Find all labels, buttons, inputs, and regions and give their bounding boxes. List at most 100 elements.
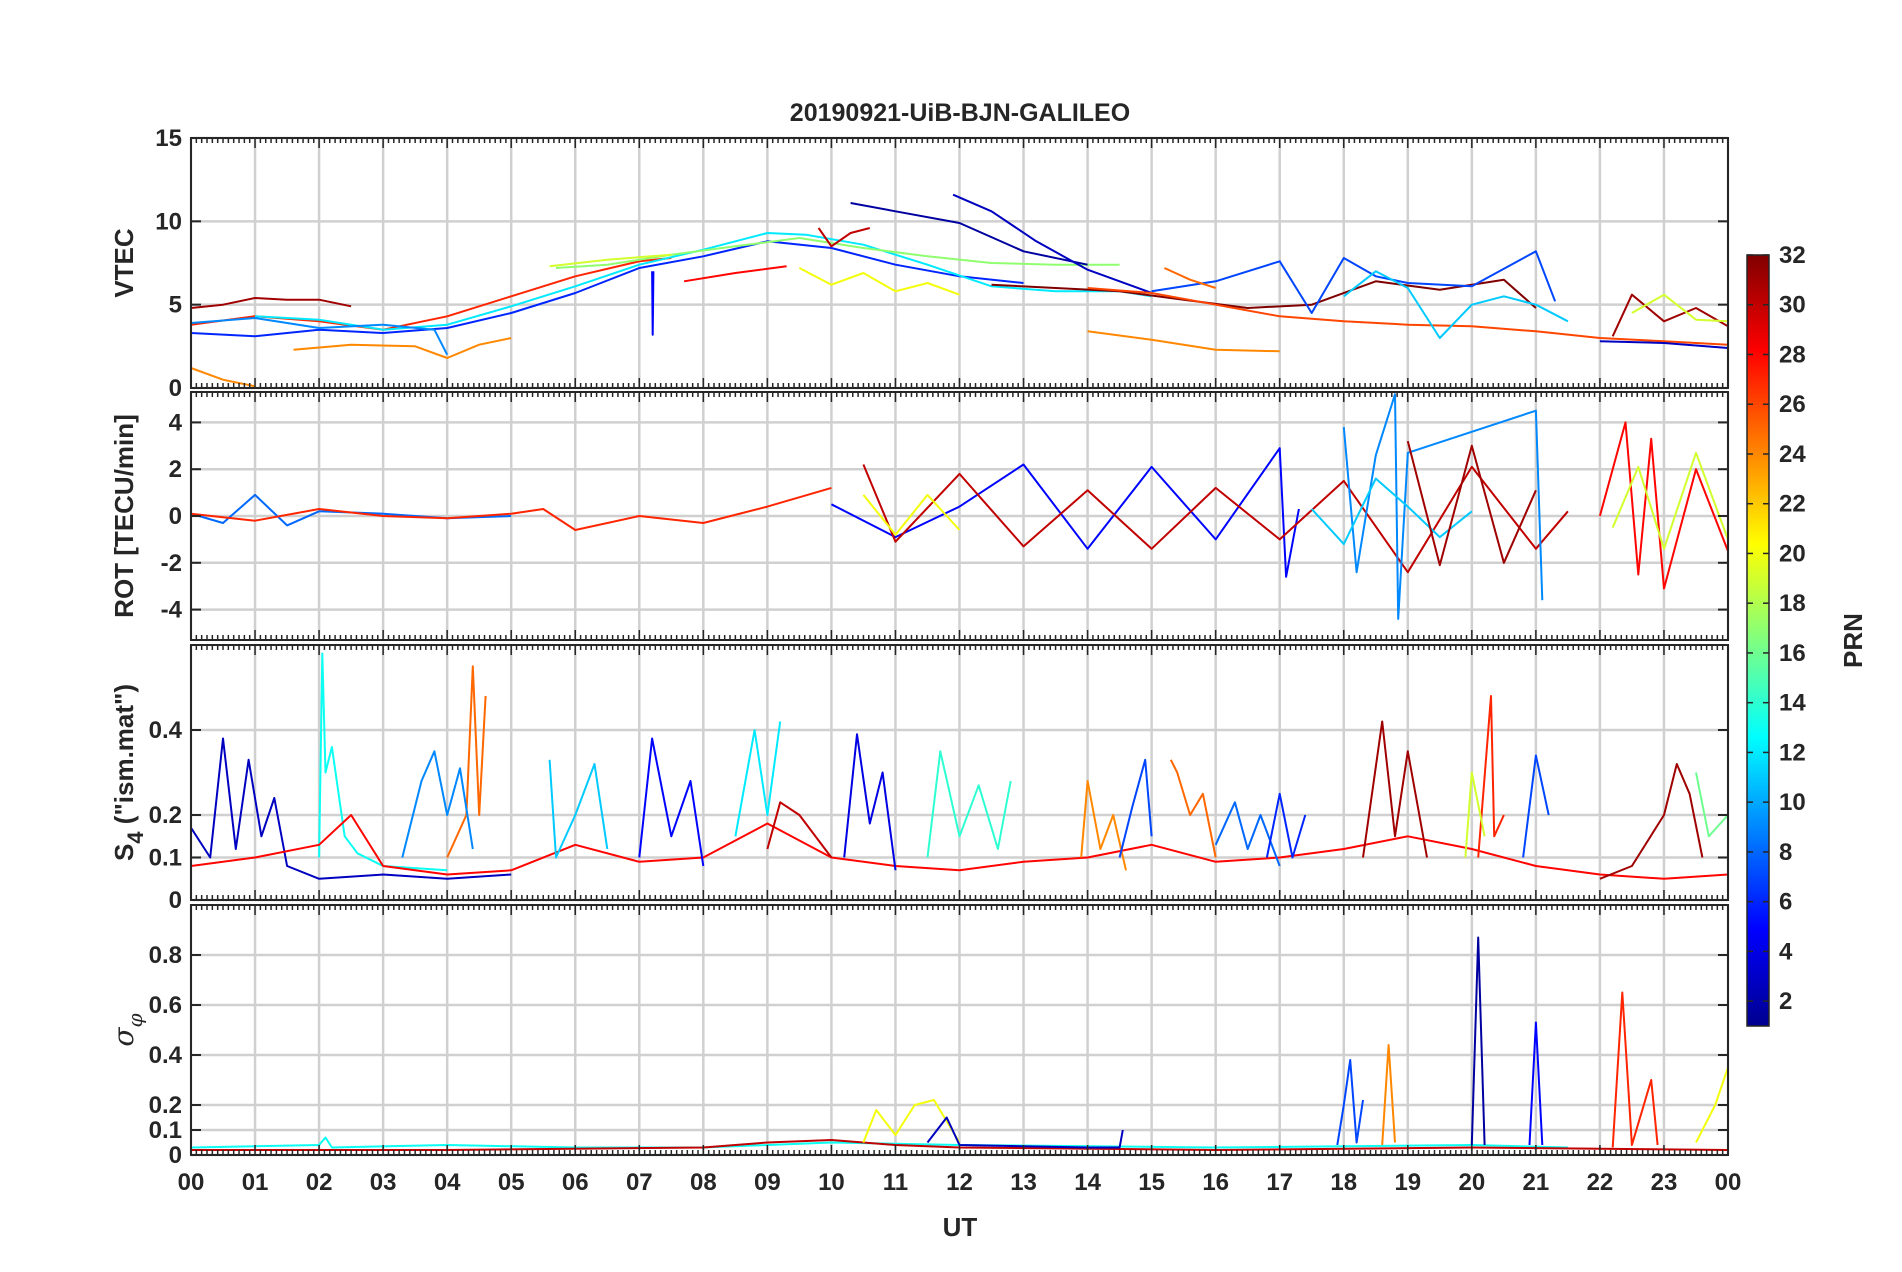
colorbar-tick-label: 26	[1779, 391, 1806, 418]
series-line-prn-31	[1362, 720, 1428, 858]
panel-3: 00.10.20.4S4 ("ism.mat")	[109, 644, 1730, 914]
y-axis-label-main: S	[109, 844, 139, 861]
series-line-prn-3	[1599, 340, 1728, 349]
x-tick-label: 06	[562, 1169, 589, 1196]
x-tick-label: 07	[626, 1169, 653, 1196]
colorbar-tick-label: 30	[1779, 292, 1806, 319]
x-tick-label: 12	[946, 1169, 973, 1196]
chart-title: 20190921-UiB-BJN-GALILEO	[790, 99, 1130, 127]
y-tick-label: 0.2	[149, 802, 182, 829]
x-tick-label: 16	[1202, 1169, 1229, 1196]
x-tick-label: 23	[1651, 1169, 1678, 1196]
series-line-prn-24	[1087, 330, 1280, 353]
series-line-prn-24	[1080, 780, 1127, 871]
y-axis-label: σφ	[107, 1013, 147, 1046]
series-line-prn-6	[1265, 792, 1307, 859]
series-line-prn-12	[734, 721, 782, 837]
series-line-prn-31	[191, 297, 352, 309]
series-line-prn-19	[1631, 293, 1728, 323]
series-line-prn-16	[1695, 772, 1728, 838]
colorbar-tick-label: 2	[1779, 988, 1792, 1015]
series-line-prn-32	[991, 278, 1537, 309]
x-tick-label: 04	[434, 1169, 461, 1196]
y-tick-label: 10	[155, 208, 182, 235]
series-line-prn-28	[1598, 421, 1728, 590]
x-tick-label: 00	[1715, 1169, 1742, 1196]
panel-1: 0 5 10 15 VTEC	[109, 125, 1730, 402]
x-tick-label: 00	[178, 1169, 205, 1196]
colorbar-tick-label: 14	[1779, 690, 1806, 717]
series-line-prn-8	[1214, 801, 1281, 867]
y-axis-label: ROT [TECU/min]	[109, 414, 139, 618]
colorbar-tick-label: 18	[1779, 590, 1806, 617]
series-line-prn-3	[191, 737, 512, 880]
colorbar-tick-label: 10	[1779, 789, 1806, 816]
series-line-prn-5	[638, 737, 705, 867]
y-axis-label-main: σ	[107, 1027, 140, 1047]
series-line-prn-24	[293, 337, 512, 359]
panel-2: -4 -2 0 2 4 ROT [TECU/min]	[109, 391, 1730, 641]
y-tick-label: 0.1	[149, 1117, 182, 1144]
y-axis-label: S4 ("ism.mat")	[109, 684, 148, 861]
series-line-prn-20	[1695, 1067, 1728, 1143]
series-line-prn-3	[926, 1116, 1124, 1149]
series-line-prn-20	[862, 1099, 961, 1144]
series-line-prn-27	[191, 486, 832, 531]
y-tick-label: 0	[169, 503, 182, 530]
x-tick-label: 11	[883, 1169, 908, 1196]
x-tick-label: 14	[1074, 1169, 1101, 1196]
y-tick-label: 0	[169, 887, 182, 914]
colorbar-label: PRN	[1838, 613, 1868, 668]
x-tick-label: 17	[1266, 1169, 1293, 1196]
series-line-prn-13	[318, 652, 448, 872]
x-tick-label: 05	[498, 1169, 525, 1196]
series-line-prn-28	[683, 265, 787, 283]
x-tick-label: 21	[1523, 1169, 1550, 1196]
y-tick-label: 5	[169, 292, 182, 319]
series-line-prn-5	[830, 447, 1300, 578]
colorbar-tick-label: 32	[1779, 242, 1806, 269]
series-line-prn-8	[191, 493, 512, 527]
x-tick-label: 10	[818, 1169, 845, 1196]
series-line-prn-20	[798, 267, 960, 296]
y-tick-label: 0.1	[149, 845, 182, 872]
series-line-prn-9	[191, 317, 449, 356]
series-line-prn-11	[548, 759, 609, 859]
series-line-prn-14	[926, 750, 1012, 858]
x-tick-label: 01	[242, 1169, 269, 1196]
y-tick-label: 0	[169, 375, 182, 402]
series-line-prn-24	[1381, 1044, 1396, 1146]
y-tick-label: -4	[161, 597, 183, 624]
series-group	[191, 652, 1728, 880]
series-line-prn-7	[1151, 250, 1557, 314]
colorbar-tick-label: 4	[1779, 938, 1793, 965]
series-line-prn-9	[401, 750, 474, 858]
x-tick-label: 20	[1458, 1169, 1485, 1196]
x-tick-label: 13	[1010, 1169, 1037, 1196]
series-line-prn-17	[555, 237, 1120, 269]
series-line-prn-19	[549, 253, 672, 268]
y-tick-label: 0.8	[149, 942, 182, 969]
y-tick-label: 0.6	[149, 992, 182, 1019]
series-line-prn-28	[191, 814, 1728, 880]
y-axis-label-rest: ("ism.mat")	[109, 684, 139, 831]
series-line-prn-13	[191, 1136, 1568, 1149]
series-line-prn-26	[1087, 287, 1728, 346]
series-line-prn-5	[1528, 1021, 1544, 1146]
y-axis-label: VTEC	[109, 228, 139, 298]
panel-4: 00.10.2 0.4 0.6 0.8 σφ 00 01 02 03 04 05 06 07 08 09 10…	[107, 904, 1742, 1196]
series-line-prn-19	[1611, 451, 1728, 550]
colorbar-tick-label: 20	[1779, 540, 1806, 567]
series-line-prn-25	[446, 665, 487, 858]
x-tick-label: 22	[1587, 1169, 1614, 1196]
y-tick-label: 2	[169, 456, 182, 483]
y-tick-label: 0.2	[149, 1092, 182, 1119]
y-tick-label: 15	[155, 125, 182, 152]
y-tick-label: 0.4	[149, 1042, 183, 1069]
x-axis-label: UT	[943, 1212, 978, 1242]
series-line-prn-30	[817, 227, 871, 248]
colorbar-tick-label: 6	[1779, 889, 1792, 916]
x-tick-label: 02	[306, 1169, 333, 1196]
